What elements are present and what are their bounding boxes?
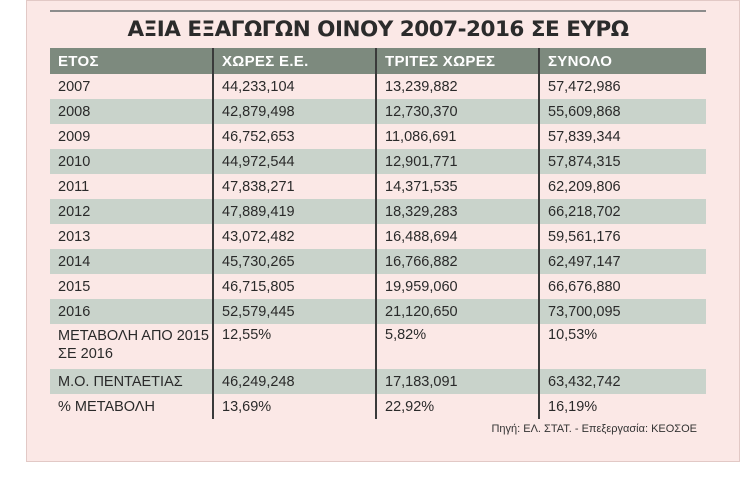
cell-year: 2012 <box>50 199 213 224</box>
cell-total: 62,497,147 <box>538 249 706 274</box>
table-row: 2011 47,838,271 14,371,535 62,209,806 <box>50 174 706 199</box>
cell-third: 12,901,771 <box>375 149 539 174</box>
cell-total: 57,839,344 <box>538 124 706 149</box>
source-note: Πηγή: ΕΛ. ΣΤΑΤ. - Επεξεργασία: ΚΕΟΣΟΕ <box>491 423 697 435</box>
cell-label: ΜΕΤΑΒΟΛΗ ΑΠΟ 2015 ΣΕ 2016 <box>50 324 213 369</box>
cell-eu: 44,233,104 <box>212 74 376 99</box>
table-row: 2015 46,715,805 19,959,060 66,676,880 <box>50 274 706 299</box>
cell-total: 62,209,806 <box>538 174 706 199</box>
cell-eu: 45,730,265 <box>212 249 376 274</box>
cell-total: 16,19% <box>538 394 706 419</box>
cell-total: 57,472,986 <box>538 74 706 99</box>
cell-total: 57,874,315 <box>538 149 706 174</box>
cell-third: 22,92% <box>375 394 539 419</box>
table-row-percent-change: % ΜΕΤΑΒΟΛΗ 13,69% 22,92% 16,19% <box>50 394 706 419</box>
cell-total: 55,609,868 <box>538 99 706 124</box>
cell-year: 2009 <box>50 124 213 149</box>
column-header-third: ΤΡΙΤΕΣ ΧΩΡΕΣ <box>375 48 539 74</box>
cell-year: 2011 <box>50 174 213 199</box>
cell-third: 18,329,283 <box>375 199 539 224</box>
cell-year: 2016 <box>50 299 213 324</box>
table-row-five-year-average: Μ.Ο. ΠΕΝΤΑΕΤΙΑΣ 46,249,248 17,183,091 63… <box>50 369 706 394</box>
cell-eu: 47,889,419 <box>212 199 376 224</box>
table-row: 2007 44,233,104 13,239,882 57,472,986 <box>50 74 706 99</box>
table-row: 2009 46,752,653 11,086,691 57,839,344 <box>50 124 706 149</box>
cell-eu: 44,972,544 <box>212 149 376 174</box>
table-row: 2016 52,579,445 21,120,650 73,700,095 <box>50 299 706 324</box>
cell-third: 13,239,882 <box>375 74 539 99</box>
cell-third: 16,766,882 <box>375 249 539 274</box>
table-row: 2010 44,972,544 12,901,771 57,874,315 <box>50 149 706 174</box>
table-row-change-2015-2016: ΜΕΤΑΒΟΛΗ ΑΠΟ 2015 ΣΕ 2016 12,55% 5,82% 1… <box>50 324 706 369</box>
top-rule <box>50 10 706 12</box>
cell-total: 59,561,176 <box>538 224 706 249</box>
cell-eu: 13,69% <box>212 394 376 419</box>
cell-eu: 52,579,445 <box>212 299 376 324</box>
column-header-eu: ΧΩΡΕΣ Ε.Ε. <box>212 48 376 74</box>
cell-total: 66,218,702 <box>538 199 706 224</box>
cell-eu: 12,55% <box>212 324 376 369</box>
table-row: 2013 43,072,482 16,488,694 59,561,176 <box>50 224 706 249</box>
cell-eu: 43,072,482 <box>212 224 376 249</box>
cell-year: 2008 <box>50 99 213 124</box>
cell-year: 2013 <box>50 224 213 249</box>
cell-eu: 47,838,271 <box>212 174 376 199</box>
table-row: 2008 42,879,498 12,730,370 55,609,868 <box>50 99 706 124</box>
cell-year: 2015 <box>50 274 213 299</box>
cell-total: 10,53% <box>538 324 706 369</box>
cell-third: 12,730,370 <box>375 99 539 124</box>
page-title: ΑΞΙΑ ΕΞΑΓΩΓΩΝ ΟΙΝΟΥ 2007-2016 ΣΕ ΕΥΡΩ <box>127 17 629 42</box>
column-header-total: ΣΥΝΟΛΟ <box>538 48 706 74</box>
cell-third: 14,371,535 <box>375 174 539 199</box>
cell-eu: 46,715,805 <box>212 274 376 299</box>
cell-year: 2010 <box>50 149 213 174</box>
exports-table: ΕΤΟΣ ΧΩΡΕΣ Ε.Ε. ΤΡΙΤΕΣ ΧΩΡΕΣ ΣΥΝΟΛΟ 2007… <box>50 48 706 419</box>
cell-third: 17,183,091 <box>375 369 539 394</box>
table-header-row: ΕΤΟΣ ΧΩΡΕΣ Ε.Ε. ΤΡΙΤΕΣ ΧΩΡΕΣ ΣΥΝΟΛΟ <box>50 48 706 74</box>
cell-year: 2007 <box>50 74 213 99</box>
cell-third: 5,82% <box>375 324 539 369</box>
cell-third: 16,488,694 <box>375 224 539 249</box>
column-header-year: ΕΤΟΣ <box>50 48 213 74</box>
cell-total: 73,700,095 <box>538 299 706 324</box>
table-row: 2012 47,889,419 18,329,283 66,218,702 <box>50 199 706 224</box>
cell-total: 63,432,742 <box>538 369 706 394</box>
cell-total: 66,676,880 <box>538 274 706 299</box>
cell-eu: 42,879,498 <box>212 99 376 124</box>
cell-third: 21,120,650 <box>375 299 539 324</box>
cell-eu: 46,249,248 <box>212 369 376 394</box>
cell-third: 11,086,691 <box>375 124 539 149</box>
cell-third: 19,959,060 <box>375 274 539 299</box>
cell-year: 2014 <box>50 249 213 274</box>
cell-label: Μ.Ο. ΠΕΝΤΑΕΤΙΑΣ <box>50 369 213 394</box>
cell-label: % ΜΕΤΑΒΟΛΗ <box>50 394 213 419</box>
cell-eu: 46,752,653 <box>212 124 376 149</box>
table-row: 2014 45,730,265 16,766,882 62,497,147 <box>50 249 706 274</box>
